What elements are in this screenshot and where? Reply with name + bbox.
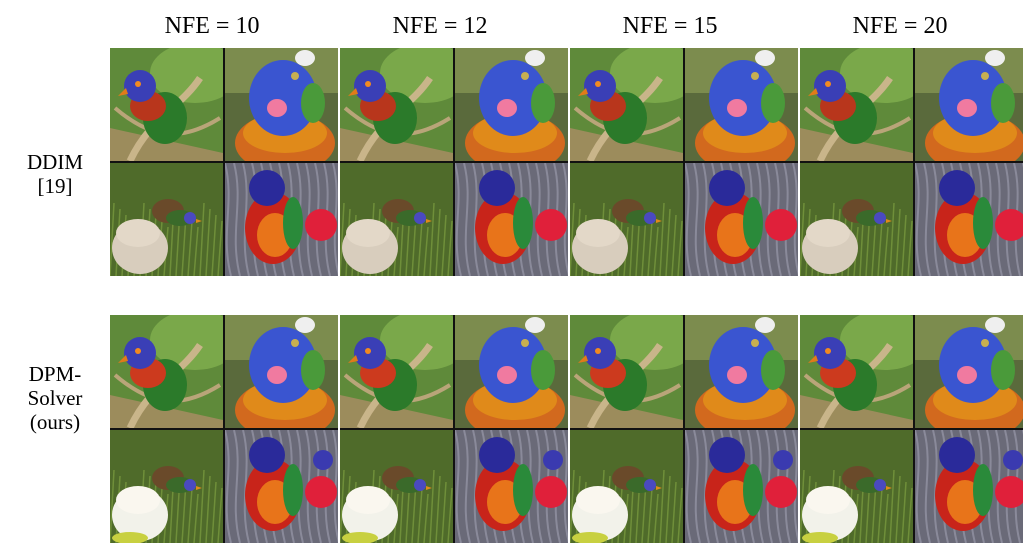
sample-image: [455, 163, 568, 276]
sample-image-drawing: [570, 163, 683, 276]
sample-grid-row1-col1: [340, 315, 568, 543]
column-header-nfe-12: NFE = 12: [392, 13, 488, 39]
sample-image-drawing: [915, 315, 1023, 428]
sample-image-drawing: [225, 430, 338, 543]
sample-grid-row0-col0: [110, 48, 338, 276]
column-header-nfe-10: NFE = 10: [164, 13, 260, 39]
row-label-dpm-line3: (ours): [29, 410, 81, 434]
sample-image: [225, 430, 338, 543]
sample-image: [685, 48, 798, 161]
sample-image: [800, 430, 913, 543]
sample-image: [685, 163, 798, 276]
sample-image: [455, 48, 568, 161]
sample-image: [570, 163, 683, 276]
sample-image: [800, 48, 913, 161]
column-header-nfe-15: NFE = 15: [622, 13, 718, 39]
sample-grid-row0-col1: [340, 48, 568, 276]
sample-image: [915, 430, 1023, 543]
sample-image: [570, 430, 683, 543]
sample-image-drawing: [110, 430, 223, 543]
sample-image-drawing: [685, 430, 798, 543]
sample-image: [340, 48, 453, 161]
row-label-dpm-solver: DPM- Solver (ours): [0, 362, 110, 434]
sample-image: [800, 315, 913, 428]
sample-image: [225, 163, 338, 276]
row-label-dpm-line2: Solver: [27, 386, 83, 410]
sample-image: [455, 315, 568, 428]
sample-image-drawing: [110, 163, 223, 276]
sample-grid-row0-col2: [570, 48, 798, 276]
sample-image-drawing: [455, 48, 568, 161]
sample-image-drawing: [340, 163, 453, 276]
sample-image-drawing: [110, 48, 223, 161]
sample-image-drawing: [455, 315, 568, 428]
sample-grid-row1-col0: [110, 315, 338, 543]
sample-image: [915, 315, 1023, 428]
sample-image-drawing: [225, 48, 338, 161]
sample-image-drawing: [915, 163, 1023, 276]
sample-image: [110, 48, 223, 161]
sample-image-drawing: [800, 315, 913, 428]
sample-image-drawing: [570, 48, 683, 161]
sample-image: [110, 315, 223, 428]
sample-image-drawing: [915, 48, 1023, 161]
sample-image-drawing: [570, 315, 683, 428]
sample-image: [340, 315, 453, 428]
sample-image: [110, 163, 223, 276]
sample-grid-row1-col2: [570, 315, 798, 543]
sample-image-drawing: [685, 315, 798, 428]
sample-image-drawing: [110, 315, 223, 428]
sample-image-drawing: [800, 430, 913, 543]
sample-image: [455, 430, 568, 543]
sample-image-drawing: [225, 315, 338, 428]
sample-image: [685, 430, 798, 543]
sample-image: [340, 163, 453, 276]
sample-image-drawing: [800, 48, 913, 161]
sample-image-drawing: [340, 315, 453, 428]
row-label-ddim-line1: DDIM: [27, 150, 83, 174]
sample-grid-row0-col3: [800, 48, 1023, 276]
sample-image: [225, 48, 338, 161]
row-label-ddim: DDIM [19]: [0, 150, 110, 198]
column-header-nfe-20: NFE = 20: [852, 13, 948, 39]
sample-image: [570, 315, 683, 428]
sample-image: [110, 430, 223, 543]
sample-image-drawing: [455, 430, 568, 543]
row-label-dpm-line1: DPM-: [28, 362, 82, 386]
sample-image-drawing: [800, 163, 913, 276]
sample-image-drawing: [455, 163, 568, 276]
sample-grid-row1-col3: [800, 315, 1023, 543]
row-label-ddim-line2: [19]: [37, 174, 73, 198]
sample-image: [915, 48, 1023, 161]
sample-image-drawing: [570, 430, 683, 543]
sample-image-drawing: [340, 48, 453, 161]
sample-image: [685, 315, 798, 428]
sample-image-drawing: [340, 430, 453, 543]
sample-image-drawing: [915, 430, 1023, 543]
sample-image-drawing: [225, 163, 338, 276]
sample-image-drawing: [685, 163, 798, 276]
sample-image-drawing: [685, 48, 798, 161]
sample-image: [915, 163, 1023, 276]
sample-image: [340, 430, 453, 543]
sample-image: [225, 315, 338, 428]
sample-image: [800, 163, 913, 276]
sample-image: [570, 48, 683, 161]
